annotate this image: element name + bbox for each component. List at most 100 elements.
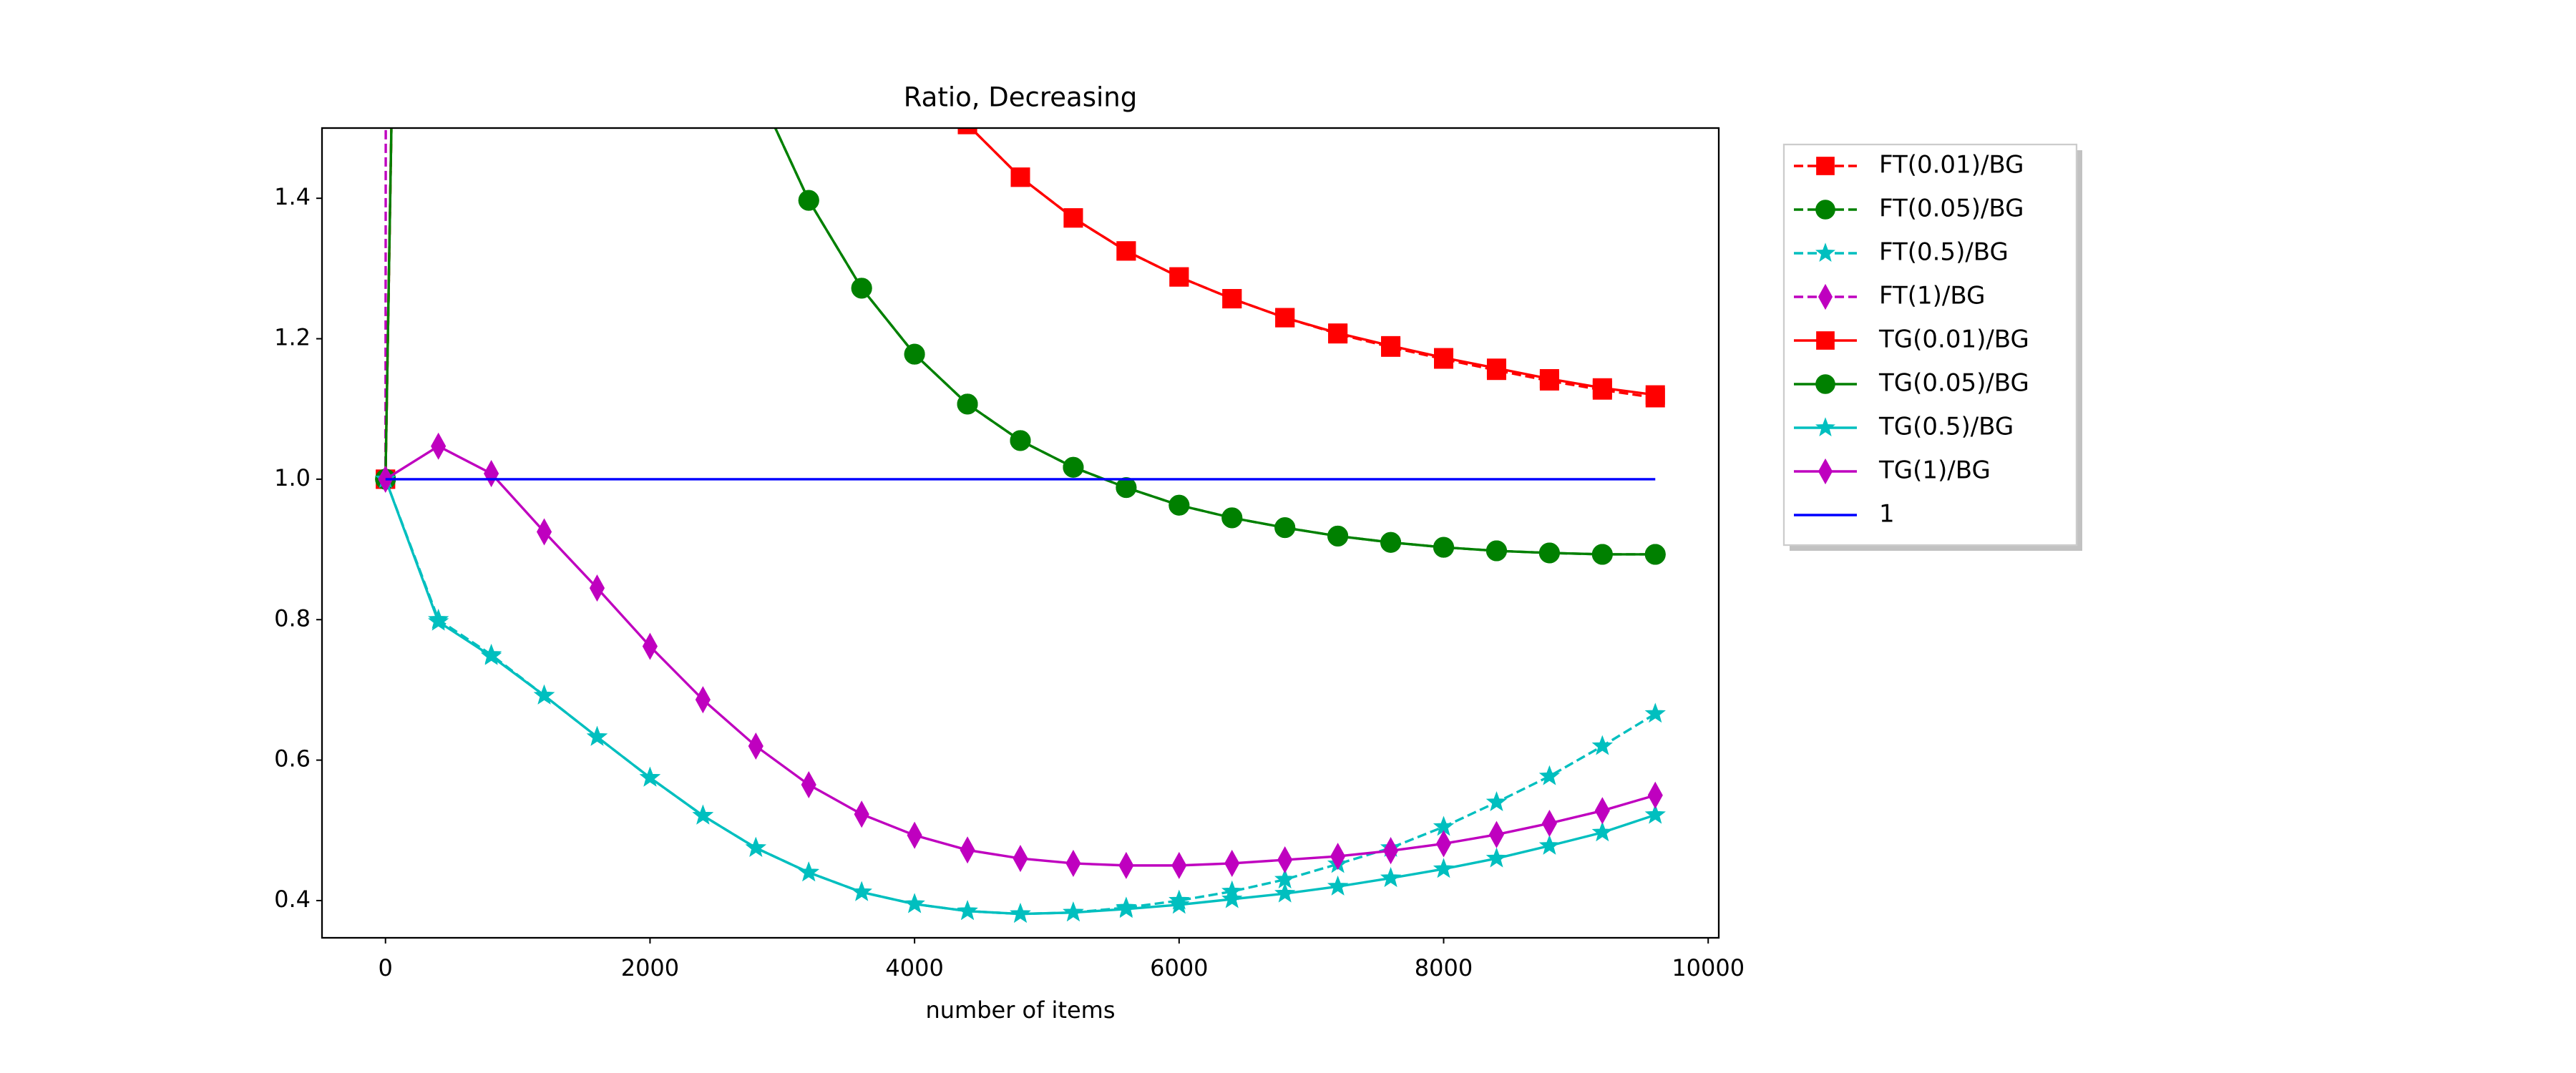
marker — [1815, 200, 1835, 220]
legend-label: FT(0.5)/BG — [1879, 238, 2009, 267]
marker — [798, 190, 819, 211]
marker — [851, 278, 872, 299]
marker — [1815, 417, 1835, 436]
marker — [1116, 898, 1137, 918]
marker — [1538, 542, 1560, 564]
marker — [695, 686, 711, 714]
marker — [431, 432, 447, 460]
y-tick-label: 1.2 — [274, 324, 311, 351]
y-tick-label: 1.0 — [274, 464, 311, 491]
marker — [1591, 735, 1613, 755]
legend-label: FT(1)/BG — [1879, 282, 1985, 310]
marker — [1591, 544, 1613, 565]
marker — [1063, 208, 1083, 228]
marker — [1327, 525, 1349, 547]
marker — [1538, 834, 1561, 855]
marker — [960, 836, 975, 864]
marker — [1380, 867, 1402, 888]
marker — [904, 893, 925, 913]
marker — [1169, 267, 1189, 287]
legend-label: TG(1)/BG — [1878, 456, 1991, 485]
marker — [1594, 797, 1610, 825]
marker — [378, 465, 394, 493]
marker — [798, 861, 819, 882]
legend-label: FT(0.01)/BG — [1879, 151, 2024, 180]
legend-label: 1 — [1879, 500, 1895, 529]
y-tick-label: 0.6 — [274, 745, 311, 773]
y-tick-label: 1.4 — [274, 183, 311, 210]
marker — [1010, 430, 1031, 451]
marker — [1275, 308, 1295, 328]
x-tick-label: 0 — [379, 954, 393, 981]
marker — [533, 684, 555, 705]
marker — [801, 770, 816, 799]
plot-frame — [321, 127, 1720, 939]
marker — [1433, 858, 1455, 878]
marker — [1815, 242, 1835, 262]
legend-label: TG(0.01)/BG — [1878, 325, 2029, 354]
marker — [1380, 531, 1402, 553]
y-tick-label: 0.4 — [274, 886, 311, 913]
marker — [851, 881, 872, 901]
legend-label: TG(0.05)/BG — [1878, 369, 2029, 398]
marker — [1434, 348, 1454, 368]
marker — [854, 800, 869, 828]
marker — [1116, 477, 1137, 499]
marker — [1330, 843, 1346, 871]
marker — [1485, 847, 1508, 868]
marker — [1063, 456, 1084, 478]
marker — [1169, 893, 1190, 914]
x-tick-label: 2000 — [621, 954, 679, 981]
y-tick-label: 0.8 — [274, 604, 311, 632]
marker — [957, 393, 978, 415]
marker — [1538, 765, 1561, 785]
legend-label: FT(0.05)/BG — [1879, 195, 2024, 223]
x-tick-label: 10000 — [1672, 954, 1745, 981]
marker — [1065, 849, 1081, 877]
marker — [692, 804, 714, 825]
marker — [1328, 323, 1348, 343]
marker — [1383, 837, 1399, 865]
marker — [1644, 702, 1666, 723]
marker — [1433, 536, 1455, 558]
x-tick-label: 6000 — [1150, 954, 1208, 981]
marker — [1488, 820, 1505, 848]
marker — [1171, 851, 1187, 879]
marker — [1816, 157, 1835, 175]
marker — [589, 574, 605, 602]
marker — [1327, 875, 1349, 896]
marker — [1222, 289, 1242, 309]
marker — [1169, 494, 1190, 516]
marker — [1013, 845, 1028, 873]
marker — [1221, 507, 1243, 529]
marker — [586, 725, 608, 746]
marker — [1224, 849, 1240, 877]
marker — [957, 900, 978, 921]
x-tick-label: 4000 — [885, 954, 943, 981]
marker — [1818, 283, 1833, 310]
marker — [1010, 903, 1031, 923]
marker — [1485, 540, 1507, 562]
marker — [1118, 851, 1134, 879]
marker — [639, 766, 661, 787]
marker — [1486, 358, 1506, 378]
legend: FT(0.01)/BG FT(0.05)/BG FT(0.5)/BG FT(1)/BG… — [1794, 151, 2029, 529]
marker — [957, 128, 977, 134]
marker — [748, 732, 763, 760]
marker — [1539, 368, 1559, 388]
marker — [1815, 374, 1835, 394]
marker — [1221, 888, 1243, 908]
marker — [1010, 167, 1030, 187]
marker — [1116, 241, 1136, 261]
marker — [1591, 821, 1613, 842]
marker — [1485, 791, 1508, 811]
legend-label: TG(0.5)/BG — [1878, 413, 2014, 441]
marker — [1816, 331, 1835, 350]
marker — [642, 632, 658, 660]
x-axis-label: number of items — [925, 996, 1115, 1024]
chart-title: Ratio, Decreasing — [904, 82, 1137, 113]
marker — [1645, 385, 1665, 405]
marker — [1644, 544, 1666, 565]
marker — [428, 610, 449, 631]
marker — [1644, 803, 1666, 824]
